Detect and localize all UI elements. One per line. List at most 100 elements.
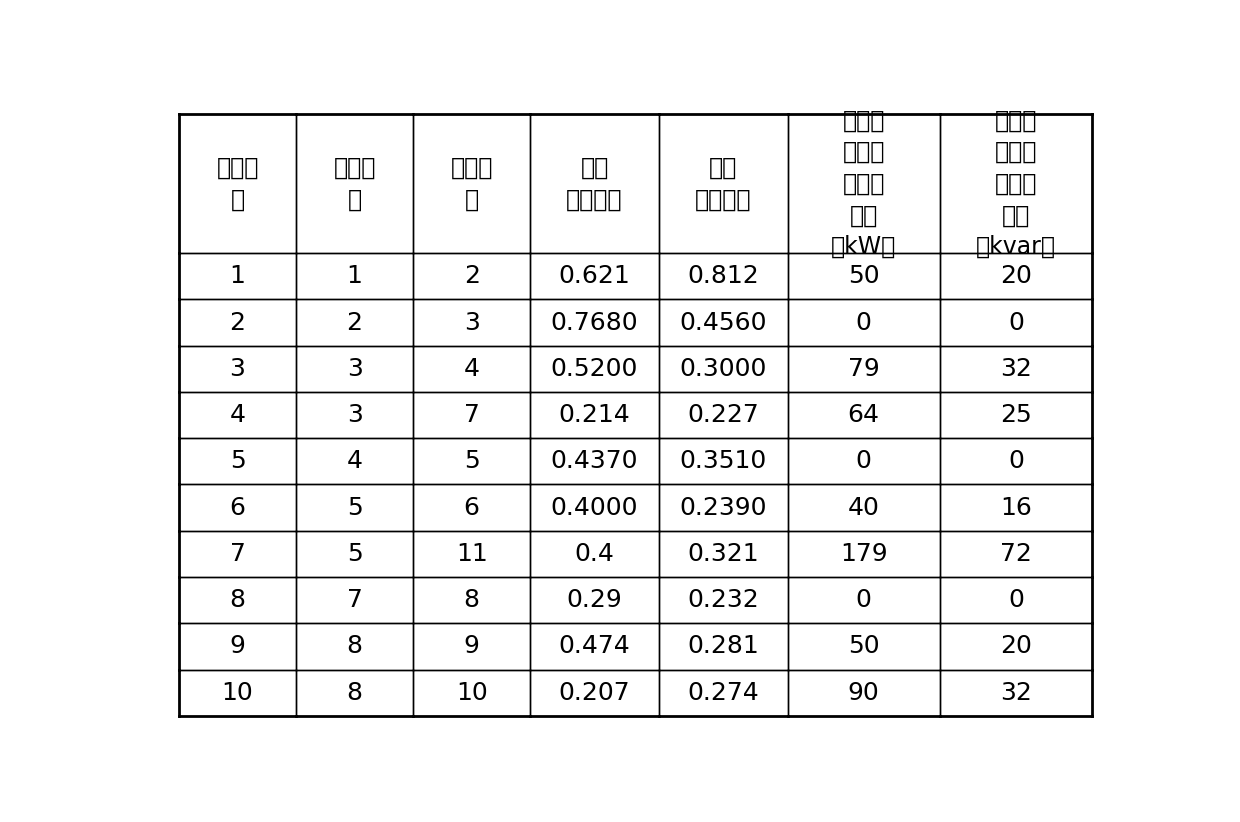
Text: 32: 32	[999, 357, 1032, 381]
Text: 0.2390: 0.2390	[680, 496, 768, 520]
Text: 10: 10	[456, 681, 487, 704]
Bar	[413, 484, 531, 531]
Bar	[658, 299, 787, 346]
Bar	[787, 623, 940, 669]
Bar	[179, 299, 296, 346]
Text: 90: 90	[848, 681, 879, 704]
Bar	[296, 484, 413, 531]
Bar	[179, 484, 296, 531]
Text: 4: 4	[229, 403, 246, 427]
Text: 0.232: 0.232	[687, 588, 759, 612]
Text: 0.29: 0.29	[567, 588, 622, 612]
Bar	[787, 438, 940, 484]
Bar	[413, 577, 531, 623]
Bar	[296, 392, 413, 438]
Text: 5: 5	[464, 450, 480, 473]
Text: 64: 64	[848, 403, 879, 427]
Text: 4: 4	[347, 450, 362, 473]
Bar	[787, 669, 940, 716]
Text: 72: 72	[999, 542, 1032, 566]
Bar	[296, 253, 413, 299]
Text: 0.227: 0.227	[687, 403, 759, 427]
Text: 0: 0	[1008, 311, 1024, 335]
Bar	[940, 346, 1092, 392]
Text: 0.4560: 0.4560	[680, 311, 768, 335]
Bar	[531, 623, 658, 669]
Text: 7: 7	[229, 542, 246, 566]
Text: 11: 11	[456, 542, 487, 566]
Text: 0.321: 0.321	[687, 542, 759, 566]
Text: 79: 79	[848, 357, 879, 381]
Bar	[179, 577, 296, 623]
Text: 2: 2	[229, 311, 246, 335]
Bar	[940, 623, 1092, 669]
Text: 3: 3	[229, 357, 246, 381]
Bar	[179, 114, 296, 253]
Bar	[413, 114, 531, 253]
Bar	[658, 669, 787, 716]
Text: 0.812: 0.812	[687, 265, 759, 289]
Bar	[940, 438, 1092, 484]
Text: 0: 0	[1008, 450, 1024, 473]
Bar	[296, 531, 413, 577]
Text: 8: 8	[229, 588, 246, 612]
Bar	[787, 484, 940, 531]
Text: 0: 0	[856, 588, 872, 612]
Bar	[531, 114, 658, 253]
Text: 2: 2	[464, 265, 480, 289]
Text: 2: 2	[347, 311, 362, 335]
Text: 16: 16	[999, 496, 1032, 520]
Bar	[940, 577, 1092, 623]
Text: 179: 179	[839, 542, 888, 566]
Text: 0.4000: 0.4000	[551, 496, 639, 520]
Text: 电阻
（欧姆）: 电阻 （欧姆）	[567, 156, 622, 211]
Text: 0.281: 0.281	[687, 635, 759, 658]
Bar	[413, 299, 531, 346]
Bar	[179, 669, 296, 716]
Bar	[940, 253, 1092, 299]
Text: 0.3510: 0.3510	[680, 450, 766, 473]
Bar	[531, 531, 658, 577]
Bar	[658, 346, 787, 392]
Text: 50: 50	[848, 635, 879, 658]
Text: 25: 25	[999, 403, 1032, 427]
Text: 0.207: 0.207	[559, 681, 630, 704]
Bar	[787, 346, 940, 392]
Text: 9: 9	[229, 635, 246, 658]
Text: 6: 6	[229, 496, 246, 520]
Text: 末端节
点年最
大有功
负荷
（kW）: 末端节 点年最 大有功 负荷 （kW）	[831, 109, 897, 259]
Bar	[658, 531, 787, 577]
Text: 0.4370: 0.4370	[551, 450, 639, 473]
Text: 6: 6	[464, 496, 480, 520]
Text: 0.4: 0.4	[574, 542, 615, 566]
Text: 50: 50	[848, 265, 879, 289]
Text: 0.274: 0.274	[687, 681, 759, 704]
Bar	[296, 577, 413, 623]
Bar	[940, 531, 1092, 577]
Bar	[296, 346, 413, 392]
Bar	[940, 669, 1092, 716]
Text: 0: 0	[856, 450, 872, 473]
Text: 0.474: 0.474	[559, 635, 630, 658]
Bar	[179, 253, 296, 299]
Bar	[179, 531, 296, 577]
Bar	[787, 577, 940, 623]
Bar	[413, 669, 531, 716]
Text: 5: 5	[347, 496, 362, 520]
Bar	[179, 623, 296, 669]
Bar	[413, 253, 531, 299]
Text: 0.3000: 0.3000	[680, 357, 768, 381]
Text: 0.621: 0.621	[559, 265, 630, 289]
Bar	[787, 392, 940, 438]
Bar	[658, 484, 787, 531]
Bar	[787, 531, 940, 577]
Bar	[413, 531, 531, 577]
Bar	[179, 392, 296, 438]
Text: 0: 0	[856, 311, 872, 335]
Bar	[940, 299, 1092, 346]
Bar	[658, 253, 787, 299]
Text: 8: 8	[347, 635, 362, 658]
Bar	[531, 392, 658, 438]
Bar	[531, 577, 658, 623]
Text: 末端节
点年最
大无功
负荷
（kvar）: 末端节 点年最 大无功 负荷 （kvar）	[976, 109, 1056, 259]
